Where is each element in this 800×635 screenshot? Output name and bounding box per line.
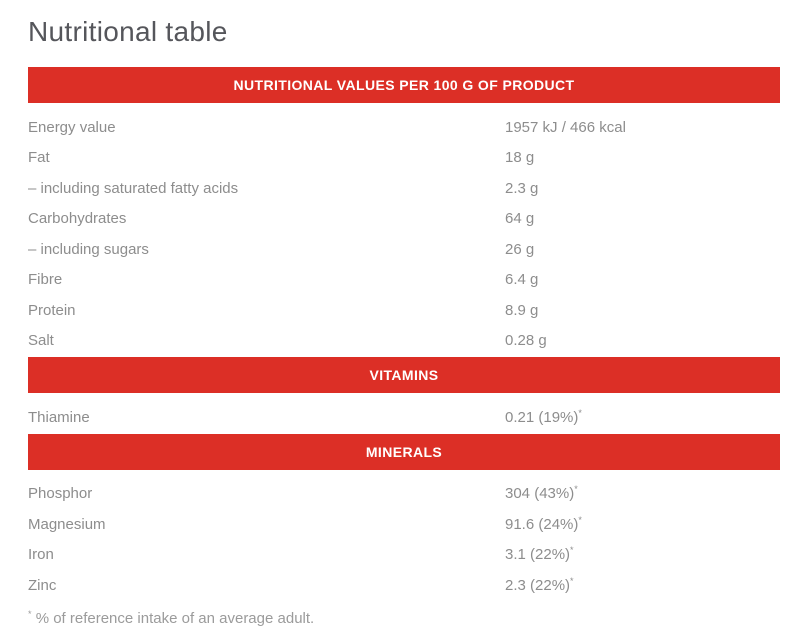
row-value-text: 6.4 g: [505, 271, 539, 289]
row-label: Thiamine: [28, 408, 90, 426]
footnote-asterisk: *: [28, 608, 32, 619]
section-header-bar: VITAMINS: [28, 357, 780, 393]
row-value-text: 0.21 (19%): [505, 408, 579, 426]
row-value: 0.21 (19%)*: [505, 407, 780, 426]
table-row: Fibre 6.4 g: [28, 265, 780, 296]
row-value-text: 64 g: [505, 210, 535, 228]
row-value-text: 304 (43%): [505, 485, 575, 503]
table-row: Thiamine 0.21 (19%)*: [28, 402, 780, 433]
table-row: Fat 18 g: [28, 143, 780, 174]
footnote: * % of reference intake of an average ad…: [28, 608, 780, 627]
footnote-text: % of reference intake of an average adul…: [35, 609, 315, 627]
table-row: – including sugars 26 g: [28, 234, 780, 265]
row-value: 91.6 (24%)*: [505, 514, 780, 533]
row-value-text: 26 g: [505, 240, 535, 258]
row-value-text: 8.9 g: [505, 301, 539, 319]
row-value: 2.3 g: [505, 180, 780, 197]
row-value-footnote-mark: *: [570, 545, 574, 556]
row-label: Energy value: [28, 118, 116, 136]
row-label: Fibre: [28, 271, 63, 289]
row-value: 6.4 g: [505, 271, 780, 288]
row-value: 26 g: [505, 241, 780, 258]
section-rows: Phosphor 304 (43%)* Magnesium 91.6 (24%)* Ir…: [28, 470, 780, 602]
row-label: – including saturated fatty acids: [28, 179, 239, 197]
row-value-footnote-mark: *: [574, 484, 578, 495]
table-row: Zinc 2.3 (22%)*: [28, 570, 780, 601]
row-value: 1957 kJ / 466 kcal: [505, 119, 780, 136]
row-value: 8.9 g: [505, 302, 780, 319]
table-row: Salt 0.28 g: [28, 326, 780, 357]
page-title: Nutritional table: [28, 16, 228, 47]
row-value-text: 0.28 g: [505, 332, 547, 350]
row-label: Protein: [28, 301, 76, 319]
row-value: 304 (43%)*: [505, 484, 780, 503]
row-value: 64 g: [505, 210, 780, 227]
row-value-footnote-mark: *: [578, 407, 582, 418]
row-label: Phosphor: [28, 485, 93, 503]
row-label: – including sugars: [28, 240, 149, 258]
row-value-text: 2.3 g: [505, 179, 539, 197]
row-value: 18 g: [505, 149, 780, 166]
table-row: Carbohydrates 64 g: [28, 204, 780, 235]
table-row: – including saturated fatty acids 2.3 g: [28, 173, 780, 204]
table-row: Magnesium 91.6 (24%)*: [28, 509, 780, 540]
table-row: Protein 8.9 g: [28, 295, 780, 326]
section-header-bar: NUTRITIONAL VALUES PER 100 G OF PRODUCT: [28, 67, 780, 103]
table-row: Energy value 1957 kJ / 466 kcal: [28, 112, 780, 143]
row-value: 3.1 (22%)*: [505, 545, 780, 564]
section-rows: Energy value 1957 kJ / 466 kcal Fat 18 g – i…: [28, 103, 780, 357]
row-value-footnote-mark: *: [578, 514, 582, 525]
section-rows: Thiamine 0.21 (19%)*: [28, 393, 780, 434]
row-label: Iron: [28, 546, 54, 564]
row-label: Carbohydrates: [28, 210, 127, 228]
row-label: Magnesium: [28, 515, 106, 533]
row-value-footnote-mark: *: [570, 575, 574, 586]
row-value: 0.28 g: [505, 332, 780, 349]
nutrition-table: NUTRITIONAL VALUES PER 100 G OF PRODUCT E…: [28, 67, 780, 602]
row-label: Salt: [28, 332, 54, 350]
row-value-text: 2.3 (22%): [505, 576, 571, 594]
row-value-text: 3.1 (22%): [505, 546, 571, 564]
row-value-text: 1957 kJ / 466 kcal: [505, 118, 626, 136]
table-row: Iron 3.1 (22%)*: [28, 540, 780, 571]
row-value-text: 18 g: [505, 149, 535, 167]
row-label: Zinc: [28, 576, 57, 594]
row-value-text: 91.6 (24%): [505, 515, 579, 533]
row-label: Fat: [28, 149, 50, 167]
row-value: 2.3 (22%)*: [505, 575, 780, 594]
section-header-bar: MINERALS: [28, 433, 780, 470]
table-row: Phosphor 304 (43%)*: [28, 479, 780, 510]
